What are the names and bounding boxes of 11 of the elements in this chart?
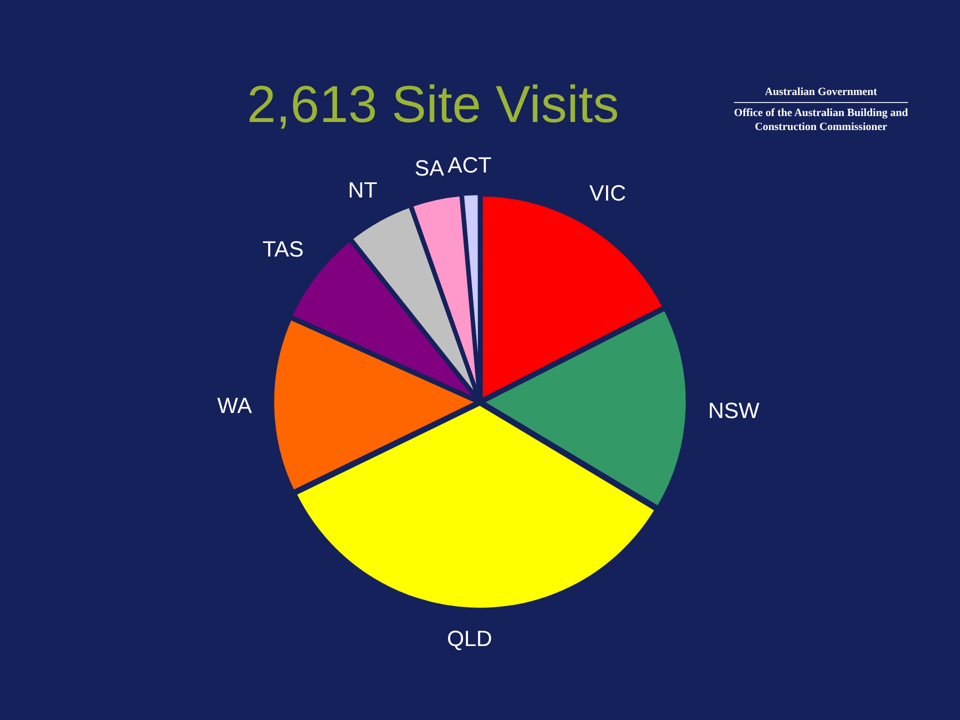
slice-label: TAS	[262, 236, 304, 262]
slice-label: QLD	[446, 626, 492, 651]
text: Australian Government	[764, 85, 878, 99]
slice-label: NSW	[708, 398, 760, 423]
slice-label: ACT	[448, 152, 492, 178]
slice-label: VIC	[589, 180, 626, 206]
slice-label: NT	[348, 177, 378, 202]
slice-label: WA	[217, 392, 252, 418]
text: Office of the Australian Building and Construction Commissioner	[733, 106, 909, 134]
slice-label: SA	[414, 156, 444, 181]
chart-title: 2,613 Site Visits	[247, 76, 619, 134]
